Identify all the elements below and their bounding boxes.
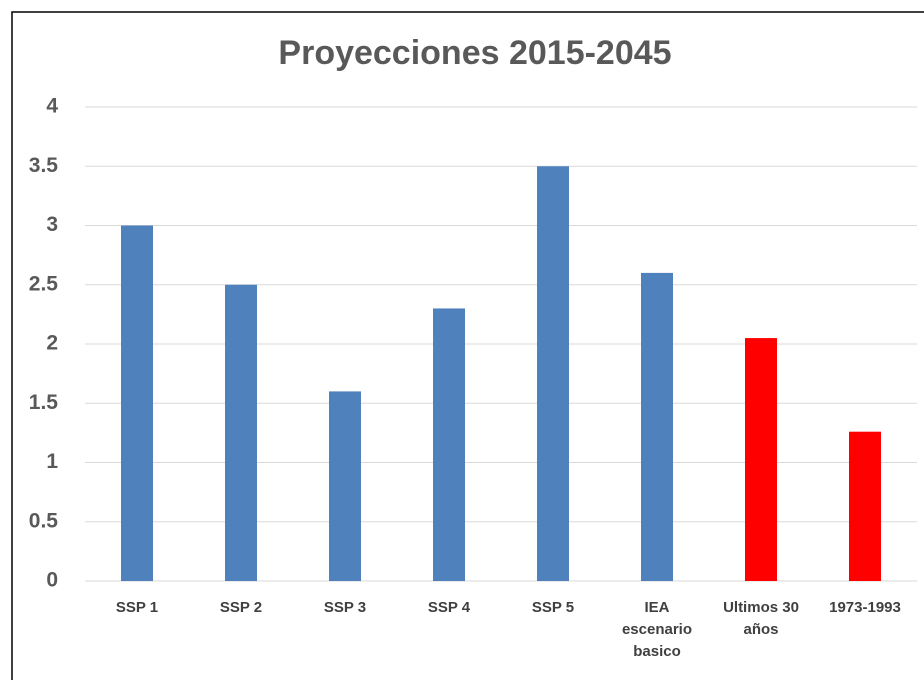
bar — [849, 431, 881, 581]
x-tick-label: Ultimos 30 años — [723, 599, 799, 638]
chart-title: Proyecciones 2015-2045 — [278, 34, 671, 72]
y-tick-label: 3 — [46, 213, 58, 236]
chart-border — [11, 11, 924, 680]
x-tick-label: SSP 2 — [219, 599, 263, 616]
y-tick-label: 1 — [46, 450, 58, 473]
y-tick-label: 0 — [46, 569, 58, 592]
y-tick-label: 0.5 — [29, 509, 59, 532]
bar — [433, 308, 465, 581]
x-tick-label: IEA escenario basico — [621, 599, 693, 660]
y-tick-label: 3.5 — [29, 154, 59, 177]
y-tick-label: 4 — [46, 95, 58, 118]
y-tick-label: 2.5 — [29, 272, 59, 295]
y-tick-label: 1.5 — [29, 391, 59, 414]
bar — [121, 225, 153, 581]
bar — [329, 391, 361, 581]
x-tick-label: SSP 1 — [115, 599, 159, 616]
x-tick-label: 1973-1993 — [829, 599, 901, 616]
bar — [537, 166, 569, 581]
x-tick-label: SSP 4 — [427, 599, 471, 616]
bar — [745, 338, 777, 581]
y-tick-label: 2 — [46, 332, 58, 355]
x-tick-label: SSP 3 — [323, 599, 367, 616]
bar — [641, 272, 673, 581]
bar — [225, 284, 257, 581]
x-tick-label: SSP 5 — [531, 599, 575, 616]
